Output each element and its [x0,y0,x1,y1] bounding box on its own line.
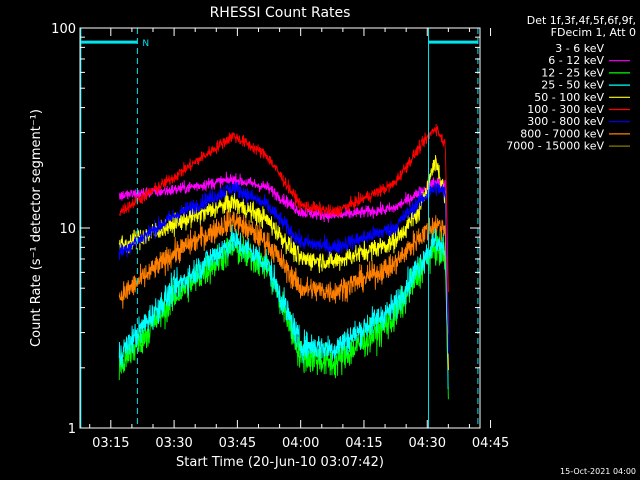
legend-entry-label: 800 - 7000 keV [520,127,604,140]
series-line-6 [118,181,449,354]
legend-entry-label: 100 - 300 keV [527,103,604,116]
y-tick-label: 10 [59,222,76,237]
legend-entry-label: 3 - 6 keV [555,42,604,55]
footer-timestamp: 15-Oct-2021 04:00 [560,467,636,476]
series-line-3 [118,224,449,389]
legend: Det 1f,3f,4f,5f,6f,9f,FDecim 1, Att 0 3 -… [506,14,636,153]
x-tick-label: 04:00 [282,436,319,451]
y-axis-label: Count Rate (s⁻¹ detector segment⁻¹) [29,109,44,347]
y-tick-label: 1 [68,422,76,437]
legend-entry-label: 25 - 50 keV [541,79,604,92]
series-line-5 [118,124,449,293]
series-layer [118,124,449,402]
x-tick-label: 04:15 [345,436,382,451]
x-tick-label: 03:30 [155,436,192,451]
x-tick-label: 03:15 [92,436,129,451]
axis-layer: 03:15 03:30 03:45 04:00 04:15 04:30 04:45 1 10 10… [51,22,509,451]
x-tick-label: 04:30 [409,436,446,451]
y-tick-label: 100 [51,22,76,37]
x-tick-label: 04:45 [472,436,509,451]
series-line-1 [118,171,449,334]
legend-entry-label: 7000 - 15000 keV [506,140,604,153]
legend-entry-label: 12 - 25 keV [541,66,604,79]
legend-header-line: Det 1f,3f,4f,5f,6f,9f, [527,14,636,27]
x-tick-label: 03:45 [219,436,256,451]
series-line-7 [118,208,449,371]
n-bar-label: N [142,39,149,49]
legend-entry-label: 6 - 12 keV [548,54,604,67]
chart-title: RHESSI Count Rates [210,5,351,21]
legend-header-line: FDecim 1, Att 0 [551,26,636,39]
x-axis-label: Start Time (20-Jun-10 03:07:42) [176,455,384,470]
legend-entry-label: 50 - 100 keV [534,91,604,104]
legend-entry-label: 300 - 800 keV [527,115,604,128]
series-line-4 [118,155,449,371]
